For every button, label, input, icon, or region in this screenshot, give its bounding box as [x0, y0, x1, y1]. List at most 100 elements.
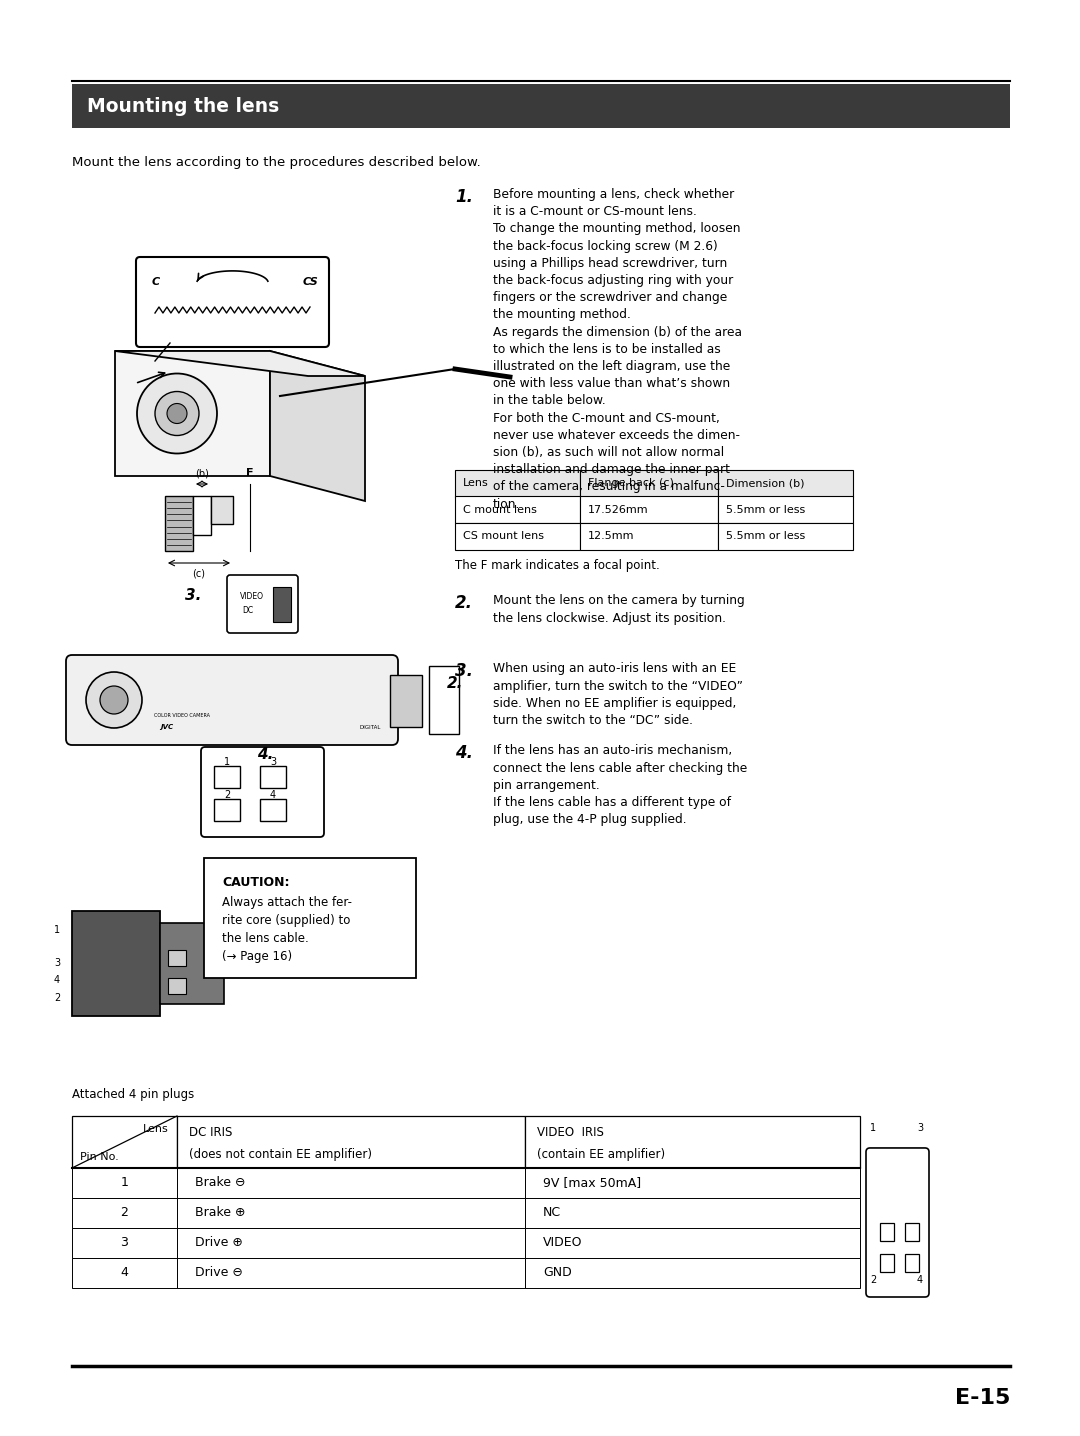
- Text: F: F: [246, 468, 254, 478]
- Text: VIDEO  IRIS: VIDEO IRIS: [537, 1126, 604, 1139]
- Text: 9V [max 50mA]: 9V [max 50mA]: [543, 1176, 642, 1189]
- FancyBboxPatch shape: [165, 495, 193, 551]
- FancyBboxPatch shape: [880, 1223, 894, 1241]
- Text: Before mounting a lens, check whether
it is a C-mount or CS-mount lens.
To chang: Before mounting a lens, check whether it…: [492, 188, 742, 511]
- Text: 4: 4: [54, 975, 60, 985]
- FancyBboxPatch shape: [177, 1258, 525, 1288]
- FancyBboxPatch shape: [525, 1198, 860, 1228]
- FancyBboxPatch shape: [880, 1254, 894, 1272]
- FancyBboxPatch shape: [455, 497, 580, 523]
- Text: Always attach the fer-
rite core (supplied) to
the lens cable.
(→ Page 16): Always attach the fer- rite core (suppli…: [222, 896, 352, 964]
- Circle shape: [436, 688, 451, 704]
- Text: The F mark indicates a focal point.: The F mark indicates a focal point.: [455, 560, 660, 573]
- Text: 4: 4: [270, 790, 276, 800]
- FancyBboxPatch shape: [66, 655, 399, 745]
- Circle shape: [137, 373, 217, 454]
- FancyBboxPatch shape: [160, 923, 224, 1004]
- Text: Dimension (b): Dimension (b): [726, 478, 805, 488]
- FancyBboxPatch shape: [72, 1198, 177, 1228]
- FancyBboxPatch shape: [455, 470, 580, 497]
- Text: DC IRIS: DC IRIS: [189, 1126, 232, 1139]
- Text: VIDEO: VIDEO: [240, 592, 264, 602]
- FancyBboxPatch shape: [114, 350, 270, 475]
- Text: Flange back (c): Flange back (c): [588, 478, 674, 488]
- Text: 17.526mm: 17.526mm: [588, 504, 649, 514]
- FancyBboxPatch shape: [525, 1228, 860, 1258]
- FancyBboxPatch shape: [136, 257, 329, 348]
- FancyBboxPatch shape: [580, 497, 718, 523]
- FancyBboxPatch shape: [455, 523, 580, 550]
- Text: 4.: 4.: [257, 747, 273, 763]
- Text: GND: GND: [543, 1267, 571, 1279]
- Text: (contain EE amplifier): (contain EE amplifier): [537, 1147, 665, 1160]
- FancyBboxPatch shape: [905, 1254, 919, 1272]
- Text: E-15: E-15: [955, 1389, 1010, 1409]
- Text: (c): (c): [192, 569, 205, 579]
- Text: COLOR VIDEO CAMERA: COLOR VIDEO CAMERA: [154, 714, 210, 718]
- Circle shape: [86, 672, 141, 728]
- Text: C: C: [152, 277, 160, 287]
- Text: Attached 4 pin plugs: Attached 4 pin plugs: [72, 1088, 194, 1101]
- Polygon shape: [270, 350, 365, 501]
- FancyBboxPatch shape: [72, 910, 160, 1017]
- FancyBboxPatch shape: [168, 951, 186, 966]
- FancyBboxPatch shape: [718, 523, 853, 550]
- FancyBboxPatch shape: [177, 1116, 525, 1167]
- Text: Lens: Lens: [144, 1124, 168, 1134]
- Circle shape: [156, 392, 199, 435]
- FancyBboxPatch shape: [214, 765, 240, 788]
- Text: (does not contain EE amplifier): (does not contain EE amplifier): [189, 1147, 372, 1160]
- Text: 4.: 4.: [455, 744, 473, 763]
- Text: 2: 2: [870, 1275, 876, 1285]
- Text: Brake ⊖: Brake ⊖: [195, 1176, 245, 1189]
- FancyBboxPatch shape: [177, 1198, 525, 1228]
- Text: 3: 3: [54, 958, 60, 968]
- FancyBboxPatch shape: [390, 675, 422, 727]
- FancyBboxPatch shape: [72, 83, 1010, 128]
- FancyBboxPatch shape: [260, 765, 286, 788]
- Text: If the lens has an auto-iris mechanism,
connect the lens cable after checking th: If the lens has an auto-iris mechanism, …: [492, 744, 747, 826]
- Text: CS mount lens: CS mount lens: [463, 531, 544, 541]
- FancyBboxPatch shape: [866, 1147, 929, 1297]
- FancyBboxPatch shape: [214, 798, 240, 821]
- FancyBboxPatch shape: [211, 495, 233, 524]
- FancyBboxPatch shape: [177, 1167, 525, 1198]
- Text: 2: 2: [121, 1206, 129, 1219]
- Text: 12.5mm: 12.5mm: [588, 531, 635, 541]
- Text: 3: 3: [270, 757, 276, 767]
- Text: CAUTION:: CAUTION:: [222, 876, 289, 889]
- Text: 1: 1: [54, 925, 60, 935]
- FancyBboxPatch shape: [72, 1116, 177, 1167]
- FancyBboxPatch shape: [905, 1223, 919, 1241]
- Text: 1: 1: [870, 1123, 876, 1133]
- Text: 3.: 3.: [455, 662, 473, 681]
- Text: DIGITAL: DIGITAL: [360, 725, 381, 729]
- Text: Drive ⊕: Drive ⊕: [195, 1236, 243, 1249]
- FancyBboxPatch shape: [525, 1258, 860, 1288]
- Text: 4: 4: [121, 1267, 129, 1279]
- Text: NC: NC: [543, 1206, 562, 1219]
- FancyBboxPatch shape: [580, 470, 718, 497]
- Text: Lens: Lens: [463, 478, 489, 488]
- FancyBboxPatch shape: [168, 978, 186, 994]
- FancyBboxPatch shape: [580, 523, 718, 550]
- Polygon shape: [114, 350, 365, 376]
- FancyBboxPatch shape: [72, 1167, 177, 1198]
- Text: JVC: JVC: [160, 724, 173, 729]
- Text: VIDEO: VIDEO: [543, 1236, 582, 1249]
- Text: (b): (b): [195, 468, 208, 478]
- FancyBboxPatch shape: [718, 470, 853, 497]
- FancyBboxPatch shape: [72, 1258, 177, 1288]
- FancyBboxPatch shape: [525, 1167, 860, 1198]
- Text: 2.: 2.: [455, 595, 473, 613]
- FancyBboxPatch shape: [260, 798, 286, 821]
- Text: 2.: 2.: [447, 676, 463, 691]
- Text: Mounting the lens: Mounting the lens: [87, 96, 280, 115]
- FancyBboxPatch shape: [193, 495, 211, 534]
- Text: 3: 3: [917, 1123, 923, 1133]
- FancyBboxPatch shape: [227, 574, 298, 633]
- Text: 5.5mm or less: 5.5mm or less: [726, 531, 806, 541]
- Text: 2: 2: [224, 790, 230, 800]
- Circle shape: [436, 672, 451, 686]
- Text: When using an auto-iris lens with an EE
amplifier, turn the switch to the “VIDEO: When using an auto-iris lens with an EE …: [492, 662, 743, 727]
